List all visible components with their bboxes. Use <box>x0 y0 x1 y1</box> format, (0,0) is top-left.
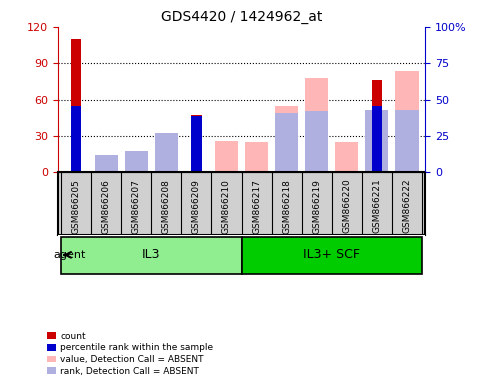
Text: GSM866222: GSM866222 <box>402 179 412 233</box>
Bar <box>371 106 382 172</box>
Text: GSM866210: GSM866210 <box>222 179 231 233</box>
Bar <box>61 237 242 275</box>
Text: GSM866221: GSM866221 <box>372 179 382 233</box>
Text: GSM866205: GSM866205 <box>71 179 81 233</box>
Bar <box>191 116 201 172</box>
Bar <box>215 141 238 172</box>
Bar <box>396 71 419 172</box>
Text: GSM866207: GSM866207 <box>132 179 141 233</box>
Bar <box>335 142 358 172</box>
Text: IL3: IL3 <box>142 248 160 262</box>
Bar <box>245 142 268 172</box>
Bar <box>305 78 328 172</box>
Bar <box>71 39 81 172</box>
Title: GDS4420 / 1424962_at: GDS4420 / 1424962_at <box>161 10 322 25</box>
Bar <box>155 158 178 172</box>
Bar <box>365 110 388 172</box>
Bar <box>95 155 118 172</box>
Bar <box>191 116 201 172</box>
Text: agent: agent <box>54 250 86 260</box>
Legend: count, percentile rank within the sample, value, Detection Call = ABSENT, rank, : count, percentile rank within the sample… <box>43 328 217 379</box>
Text: GSM866208: GSM866208 <box>162 179 171 233</box>
Text: GSM866218: GSM866218 <box>282 179 291 233</box>
Text: GSM866209: GSM866209 <box>192 179 201 233</box>
Bar <box>275 106 298 172</box>
Text: GSM866219: GSM866219 <box>312 179 321 233</box>
Bar <box>242 237 422 275</box>
Bar <box>95 158 118 172</box>
Bar <box>71 106 81 172</box>
Bar <box>125 151 148 172</box>
Bar <box>371 80 382 172</box>
Bar <box>305 111 328 172</box>
Text: GSM866206: GSM866206 <box>101 179 111 233</box>
Bar <box>396 110 419 172</box>
Text: GSM866217: GSM866217 <box>252 179 261 233</box>
Bar <box>275 113 298 172</box>
Bar <box>125 165 148 172</box>
Text: GSM866220: GSM866220 <box>342 179 351 233</box>
Text: IL3+ SCF: IL3+ SCF <box>303 248 360 262</box>
Bar <box>155 133 178 172</box>
